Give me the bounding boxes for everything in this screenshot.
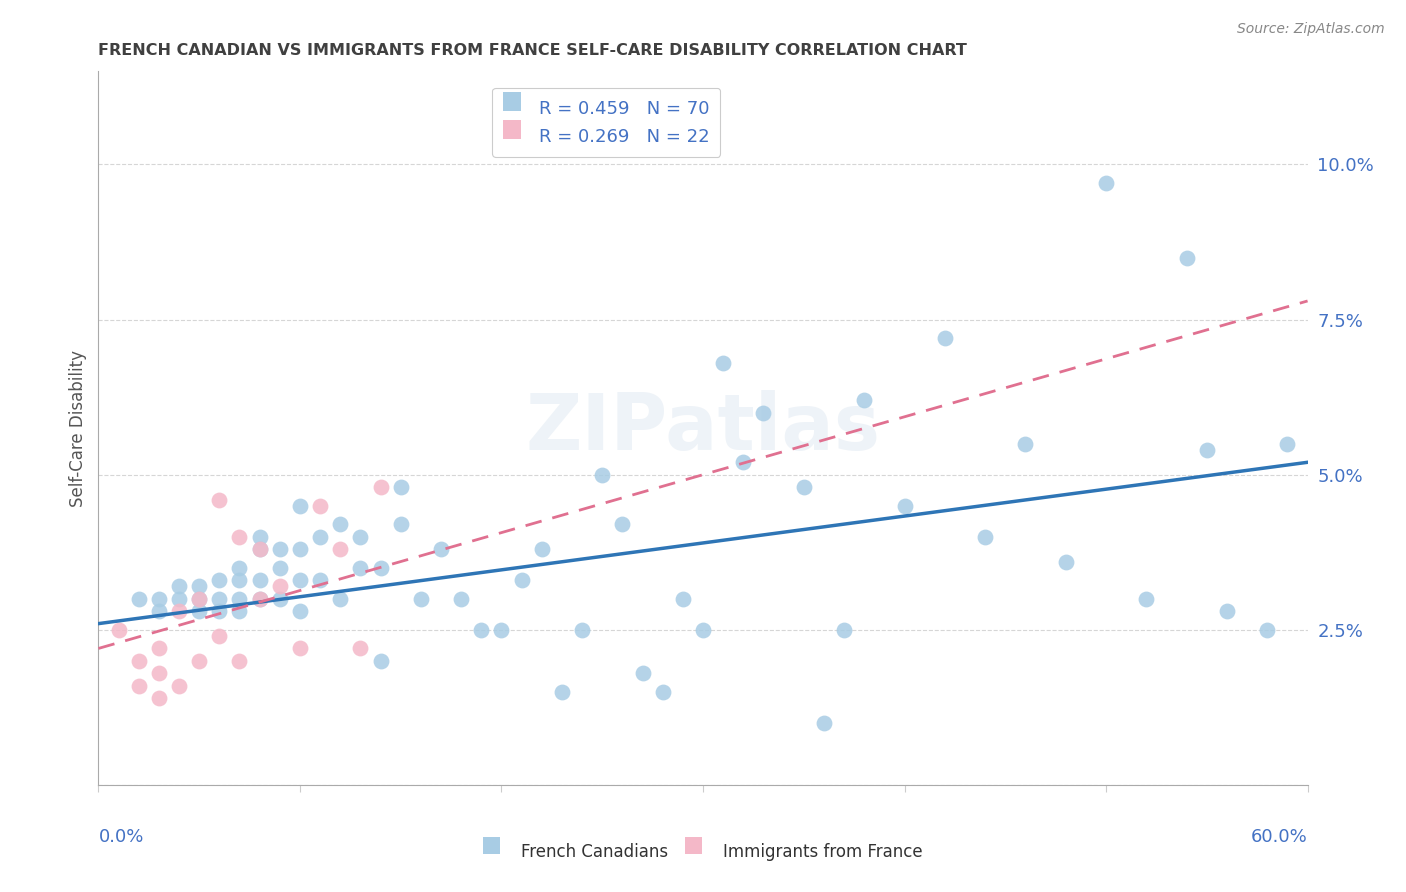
Point bbox=[188, 591, 211, 606]
Point bbox=[329, 542, 352, 557]
Point bbox=[188, 591, 211, 606]
Point bbox=[893, 499, 915, 513]
Point bbox=[349, 530, 371, 544]
Point bbox=[591, 467, 613, 482]
Point bbox=[934, 331, 956, 345]
Point bbox=[148, 666, 170, 681]
Text: ZIPatlas: ZIPatlas bbox=[526, 390, 880, 467]
Point bbox=[1175, 251, 1198, 265]
Point bbox=[450, 591, 472, 606]
Point bbox=[148, 691, 170, 706]
Point bbox=[349, 641, 371, 656]
Point bbox=[370, 654, 392, 668]
Y-axis label: Self-Care Disability: Self-Care Disability bbox=[69, 350, 87, 507]
Point bbox=[370, 561, 392, 575]
Text: 0.0%: 0.0% bbox=[98, 828, 143, 846]
Point bbox=[612, 517, 634, 532]
Point bbox=[228, 604, 250, 618]
Point bbox=[370, 480, 392, 494]
Point bbox=[389, 480, 412, 494]
Point bbox=[208, 604, 231, 618]
Point bbox=[288, 604, 311, 618]
Point bbox=[167, 591, 190, 606]
Point bbox=[228, 573, 250, 587]
Point bbox=[269, 579, 291, 593]
Point bbox=[853, 393, 876, 408]
Point bbox=[249, 542, 271, 557]
Point bbox=[269, 542, 291, 557]
Point bbox=[208, 629, 231, 643]
Point bbox=[329, 591, 352, 606]
Point bbox=[832, 623, 855, 637]
Point bbox=[249, 591, 271, 606]
Point bbox=[249, 591, 271, 606]
Point bbox=[208, 591, 231, 606]
Point bbox=[349, 561, 371, 575]
Point bbox=[491, 623, 513, 637]
Point bbox=[269, 591, 291, 606]
Point bbox=[148, 604, 170, 618]
Point bbox=[249, 573, 271, 587]
Point bbox=[409, 591, 432, 606]
Point bbox=[1135, 591, 1157, 606]
Point bbox=[1216, 604, 1239, 618]
Point bbox=[389, 517, 412, 532]
Point bbox=[249, 530, 271, 544]
Point bbox=[228, 591, 250, 606]
Text: FRENCH CANADIAN VS IMMIGRANTS FROM FRANCE SELF-CARE DISABILITY CORRELATION CHART: FRENCH CANADIAN VS IMMIGRANTS FROM FRANC… bbox=[98, 43, 967, 58]
Point bbox=[167, 679, 190, 693]
Point bbox=[228, 561, 250, 575]
Point bbox=[631, 666, 654, 681]
Point bbox=[128, 654, 150, 668]
Point bbox=[228, 654, 250, 668]
Point bbox=[288, 641, 311, 656]
Point bbox=[288, 542, 311, 557]
Point bbox=[309, 499, 332, 513]
Point bbox=[128, 679, 150, 693]
Point bbox=[551, 685, 574, 699]
Point bbox=[188, 579, 211, 593]
Point bbox=[309, 530, 332, 544]
Text: Source: ZipAtlas.com: Source: ZipAtlas.com bbox=[1237, 22, 1385, 37]
Point bbox=[1014, 436, 1036, 450]
Point bbox=[813, 715, 835, 730]
Point bbox=[974, 530, 997, 544]
Point bbox=[167, 579, 190, 593]
Point bbox=[269, 561, 291, 575]
Point bbox=[752, 406, 775, 420]
Point bbox=[510, 573, 533, 587]
Point bbox=[329, 517, 352, 532]
Point bbox=[188, 604, 211, 618]
Point bbox=[188, 654, 211, 668]
Point bbox=[1054, 555, 1077, 569]
Point bbox=[208, 573, 231, 587]
Point bbox=[167, 604, 190, 618]
Point bbox=[711, 356, 734, 370]
Point bbox=[1195, 442, 1218, 457]
Point bbox=[470, 623, 492, 637]
Point bbox=[288, 573, 311, 587]
Point bbox=[651, 685, 673, 699]
Point bbox=[107, 623, 129, 637]
Point bbox=[430, 542, 453, 557]
Point bbox=[309, 573, 332, 587]
Point bbox=[228, 530, 250, 544]
Point bbox=[288, 499, 311, 513]
Point bbox=[249, 542, 271, 557]
Point bbox=[793, 480, 815, 494]
Point bbox=[692, 623, 714, 637]
Point bbox=[128, 591, 150, 606]
Point bbox=[530, 542, 553, 557]
Point bbox=[571, 623, 593, 637]
Point bbox=[1095, 176, 1118, 190]
Legend: French Canadians, Immigrants from France: French Canadians, Immigrants from France bbox=[482, 843, 924, 862]
Point bbox=[672, 591, 695, 606]
Point bbox=[148, 591, 170, 606]
Point bbox=[208, 492, 231, 507]
Point bbox=[148, 641, 170, 656]
Point bbox=[1277, 436, 1299, 450]
Point bbox=[733, 455, 755, 469]
Text: 60.0%: 60.0% bbox=[1251, 828, 1308, 846]
Point bbox=[1256, 623, 1278, 637]
